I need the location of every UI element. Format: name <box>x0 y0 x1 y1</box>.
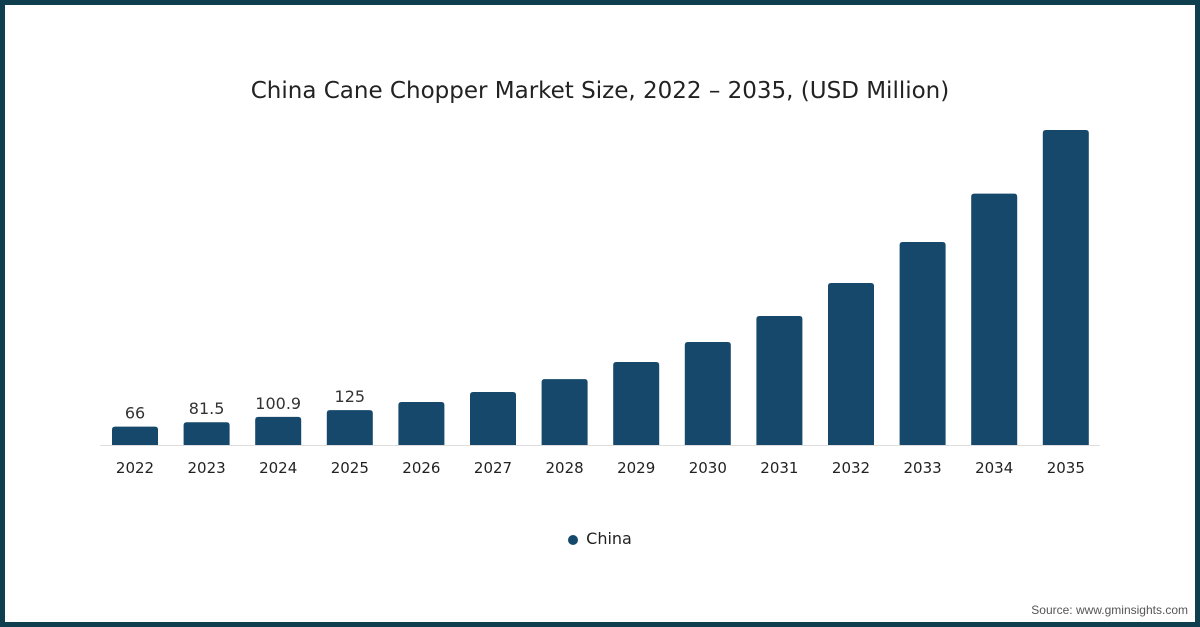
data-label: 81.5 <box>189 399 225 418</box>
x-tick-label: 2031 <box>760 459 798 477</box>
x-tick-label: 2025 <box>331 459 369 477</box>
x-tick-label: 2024 <box>259 459 297 477</box>
data-label: 125 <box>335 387 366 406</box>
bar <box>971 193 1018 445</box>
bar <box>398 401 445 445</box>
bar <box>255 416 302 445</box>
chart-title: China Cane Chopper Market Size, 2022 – 2… <box>250 78 950 104</box>
source-text: Source: www.gminsights.com <box>1031 603 1188 617</box>
x-tick-label: 2029 <box>617 459 655 477</box>
bar <box>541 379 588 445</box>
bar <box>326 410 373 445</box>
x-tick-label: 2026 <box>402 459 440 477</box>
legend: China <box>0 529 1200 548</box>
bar <box>756 315 803 445</box>
data-label: 100.9 <box>255 394 301 413</box>
bar <box>613 362 660 445</box>
bar <box>112 426 158 445</box>
x-tick-label: 2033 <box>904 459 942 477</box>
bar <box>828 283 874 445</box>
legend-marker-icon <box>568 534 579 545</box>
bar <box>1042 130 1089 445</box>
x-tick-label: 2035 <box>1047 459 1085 477</box>
bar <box>183 422 230 445</box>
bar <box>470 391 516 445</box>
bar <box>684 341 731 445</box>
x-tick-label: 2023 <box>188 459 226 477</box>
data-label: 66 <box>125 404 145 423</box>
x-tick-label: 2032 <box>832 459 870 477</box>
legend-label[interactable]: China <box>586 529 632 548</box>
x-tick-label: 2030 <box>689 459 727 477</box>
x-tick-label: 2027 <box>474 459 512 477</box>
bar <box>899 241 946 445</box>
x-tick-label: 2028 <box>546 459 584 477</box>
x-tick-label: 2034 <box>975 459 1013 477</box>
x-tick-label: 2022 <box>116 459 154 477</box>
